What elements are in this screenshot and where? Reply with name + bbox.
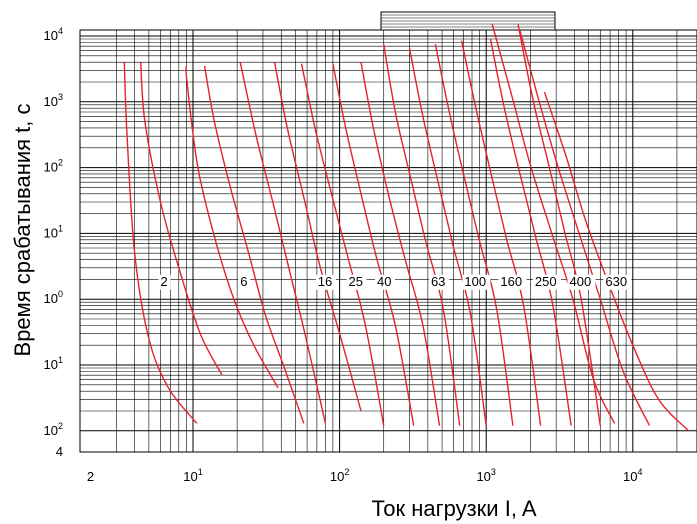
- curve-label-bg: [375, 274, 396, 290]
- curve-label-63: 63: [431, 274, 445, 289]
- curve-label-400: 400: [569, 274, 591, 289]
- curve-label-bg: [603, 274, 632, 290]
- x-tick-labels: 2 101 102 103 104: [87, 467, 643, 484]
- curve-label-40: 40: [377, 274, 391, 289]
- curve-label-2: 2: [160, 274, 167, 289]
- y-axis-title: Время срабатывания t, c: [10, 104, 35, 357]
- y-tick-label: 104: [44, 26, 63, 43]
- curve-label-bg: [238, 274, 251, 290]
- series-line-25: [300, 63, 385, 426]
- x-tick-label: 102: [330, 467, 349, 484]
- series-line-unlabeled-8: [360, 62, 441, 426]
- x-tick-label: 101: [183, 467, 202, 484]
- grid: [79, 29, 697, 453]
- curve-labels: 2 6 16 25 40 63 100 160 250 400 630: [158, 274, 632, 290]
- series-line-unlabeled-15: [491, 24, 616, 424]
- series-line-unlabeled-4: [239, 62, 327, 424]
- series-line-160: [434, 44, 514, 426]
- curve-label-bg: [346, 274, 367, 290]
- series-line-6: [203, 65, 305, 424]
- series-line-16: [273, 62, 362, 412]
- series-line-unlabeled-2: [185, 65, 279, 389]
- series-line-2: [123, 62, 198, 424]
- curve-label-100: 100: [464, 274, 486, 289]
- x-axis-title: Ток нагрузки I, A: [372, 496, 537, 521]
- x-tick-label: 2: [87, 469, 94, 484]
- curve-label-630: 630: [605, 274, 627, 289]
- y-tick-label: 4: [56, 444, 63, 459]
- curve-label-16: 16: [318, 274, 332, 289]
- curve-label-bg: [158, 274, 171, 290]
- curve-label-160: 160: [500, 274, 522, 289]
- curve-label-bg: [567, 274, 596, 290]
- curve-label-bg: [462, 274, 491, 290]
- series-line-630: [517, 24, 601, 426]
- curves: [123, 24, 690, 432]
- y-tick-label: 100: [44, 289, 63, 306]
- series-line-250: [460, 40, 542, 426]
- y-tick-label: 102: [44, 158, 63, 175]
- series-line-100: [408, 48, 487, 426]
- x-tick-label: 103: [476, 467, 495, 484]
- curve-label-250: 250: [535, 274, 557, 289]
- series-line-400: [489, 38, 572, 426]
- curve-label-bg: [428, 274, 449, 290]
- y-tick-label: 102: [44, 421, 63, 438]
- series-line-40: [332, 63, 415, 426]
- curve-label-bg: [532, 274, 561, 290]
- series-line-unlabeled-1: [140, 62, 223, 376]
- y-tick-label: 101: [44, 355, 63, 372]
- y-tick-label: 101: [44, 223, 63, 240]
- curve-label-6: 6: [240, 274, 247, 289]
- series-line-63: [383, 44, 461, 426]
- curve-label-bg: [498, 274, 527, 290]
- x-tick-label: 104: [623, 467, 642, 484]
- curve-label-25: 25: [348, 274, 362, 289]
- curve-label-bg: [315, 274, 336, 290]
- top-grid-panel: [380, 11, 556, 31]
- series-line-unlabeled-16: [519, 30, 651, 426]
- y-tick-labels: 104 103 102 101 100 101 102 4: [44, 26, 63, 459]
- y-tick-label: 103: [44, 92, 63, 109]
